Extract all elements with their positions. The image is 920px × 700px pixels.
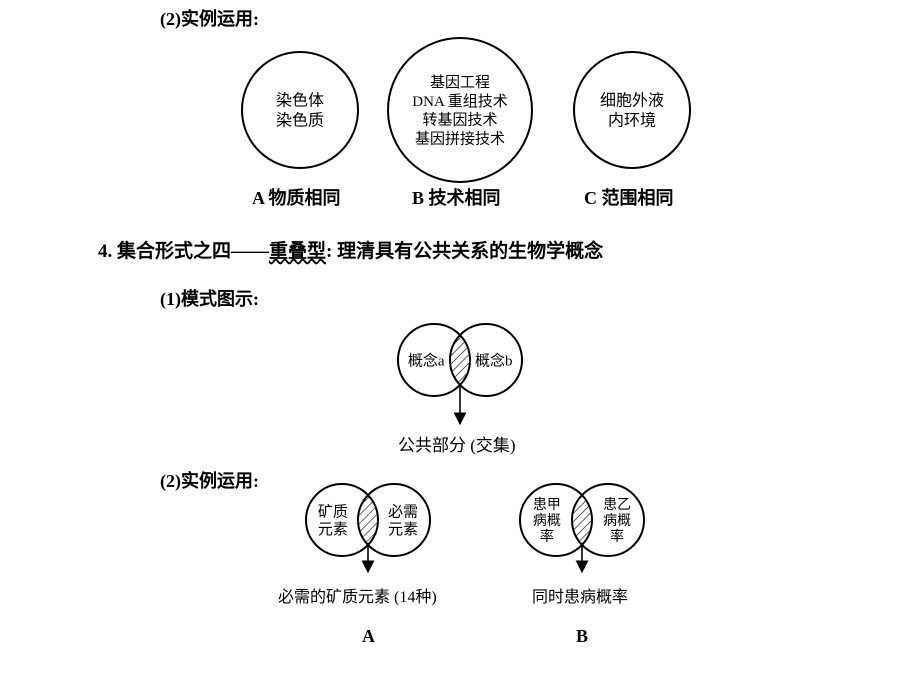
venn-right-line-1: 元素: [388, 521, 418, 538]
venn-left-line-0: 患甲: [533, 497, 561, 513]
venn-left-line-0: 矿质: [318, 504, 348, 521]
venn-lens: [358, 495, 378, 545]
venn-caption: 必需的矿质元素 (14种): [278, 588, 437, 606]
venn-left-line-2: 率: [540, 528, 554, 545]
venn-lens: [572, 495, 592, 545]
venn-examples-diagram: 矿质元素必需元素必需的矿质元素 (14种)A患甲病概率患乙病概率同时患病概率B: [0, 0, 920, 700]
venn-left-line-1: 元素: [318, 521, 348, 538]
venn-right-line-2: 率: [610, 528, 624, 545]
venn-A-tag: A: [362, 626, 375, 646]
venn-left-line-1: 病概: [533, 513, 561, 529]
venn-right-line-0: 必需: [388, 504, 418, 521]
venn-right-line-0: 患乙: [603, 497, 631, 513]
venn-B-tag: B: [576, 626, 588, 646]
venn-right-line-1: 病概: [603, 513, 631, 529]
venn-caption: 同时患病概率: [532, 588, 628, 606]
